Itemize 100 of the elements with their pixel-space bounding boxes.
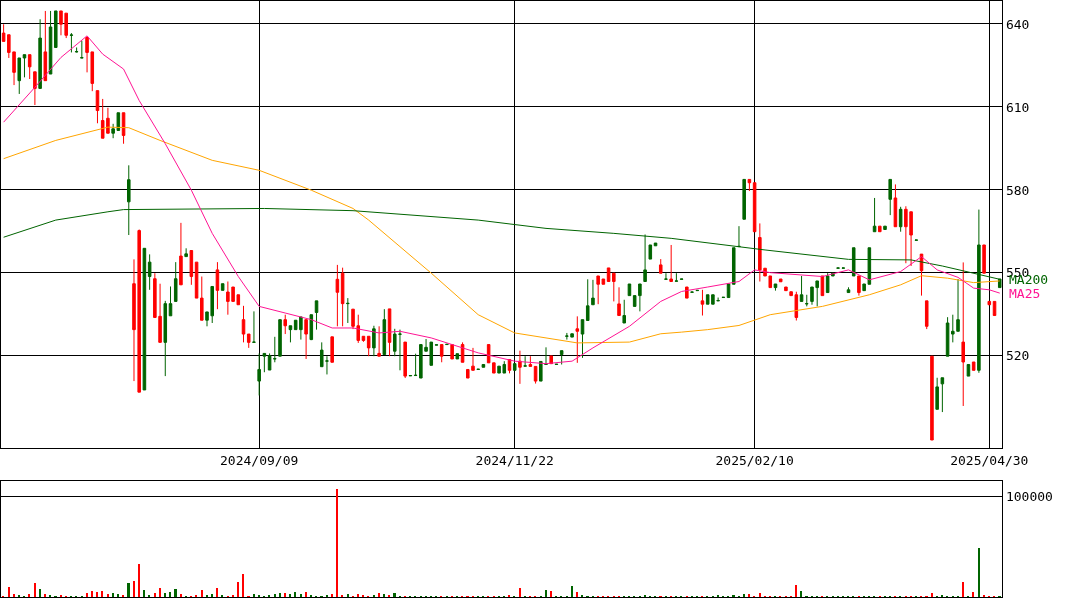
candlestick [147, 253, 152, 291]
bar [795, 584, 797, 598]
bar [242, 573, 244, 598]
candlestick [533, 365, 538, 385]
line-series [3, 35, 1001, 365]
candlestick [898, 206, 903, 233]
candlestick [142, 247, 147, 391]
candlestick [309, 314, 314, 341]
candlestick [372, 325, 376, 357]
candlestick [700, 289, 705, 317]
candlestick [262, 352, 267, 373]
candlestick [940, 377, 945, 413]
candlestick [669, 244, 673, 282]
candlestick [22, 54, 27, 78]
candlestick [382, 308, 387, 356]
y-tick-label: 520 [1005, 348, 1030, 364]
candlestick [17, 57, 22, 95]
candlestick [622, 299, 627, 324]
candlestick [220, 283, 225, 291]
candlestick [893, 183, 898, 228]
candlestick [346, 297, 350, 324]
candlestick [747, 178, 752, 192]
candlestick [585, 278, 590, 321]
candlestick [799, 275, 804, 302]
bar [305, 591, 307, 598]
candlestick [252, 310, 256, 343]
candlestick [27, 54, 32, 80]
bar [800, 590, 802, 598]
candlestick [559, 350, 564, 365]
candlestick [851, 247, 856, 277]
bar [576, 591, 578, 598]
candlestick [69, 32, 74, 53]
candlestick [481, 363, 486, 368]
bar [978, 547, 980, 598]
y-tick-label: 100000 [1005, 489, 1053, 505]
candlestick [163, 300, 168, 377]
candlestick [888, 178, 892, 216]
candlestick [43, 10, 48, 82]
candlestick [283, 314, 288, 335]
x-tick-label: 2024/09/09 [220, 452, 299, 468]
candlestick [74, 46, 79, 53]
bar [201, 589, 203, 598]
y-tick-label: 580 [1005, 182, 1030, 198]
candlestick [335, 264, 340, 327]
candlestick [340, 267, 345, 327]
bar [34, 582, 36, 598]
candlestick [664, 272, 668, 280]
candlestick [366, 335, 371, 357]
candlestick [304, 319, 308, 360]
candlestick [246, 333, 251, 349]
bar [143, 589, 145, 598]
candlestick [528, 355, 533, 367]
bar [571, 585, 573, 598]
candlestick [455, 353, 460, 360]
bar [39, 588, 41, 598]
candlestick [439, 344, 444, 363]
candlestick [742, 178, 746, 220]
candlestick [278, 319, 282, 357]
bar [545, 589, 547, 598]
bar [101, 590, 103, 598]
candlestick [450, 344, 454, 360]
bar [169, 591, 171, 598]
candlestick [987, 300, 992, 306]
candlestick [778, 278, 783, 283]
candlestick [518, 350, 522, 385]
bar [138, 563, 140, 598]
bar [519, 587, 521, 598]
x-tick-label: 2025/04/30 [950, 452, 1029, 468]
candlestick [617, 286, 621, 317]
bar [96, 591, 98, 598]
candlestick [403, 341, 407, 379]
bar [237, 581, 239, 598]
line-series [3, 126, 1001, 344]
candlestick [930, 355, 934, 441]
bar [216, 587, 218, 598]
candlestick [38, 18, 42, 89]
candlestick [580, 319, 585, 359]
series-label: MA25 [1009, 286, 1041, 301]
candlestick [314, 300, 319, 331]
bar [294, 591, 296, 598]
candlestick [658, 258, 663, 274]
bar [962, 581, 964, 598]
candlestick [752, 182, 757, 233]
candlestick [804, 294, 809, 307]
bar [133, 580, 135, 598]
candlestick [784, 286, 788, 292]
candlestick [924, 300, 929, 330]
candlestick [674, 272, 679, 282]
candlestick [257, 352, 261, 396]
candlestick [53, 10, 58, 48]
candlestick [189, 250, 194, 286]
candlestick [919, 253, 924, 297]
candlestick [935, 377, 939, 410]
candlestick [179, 222, 183, 286]
candlestick [591, 279, 595, 306]
candlestick [961, 261, 966, 407]
candlestick [95, 90, 100, 124]
candlestick [184, 247, 188, 258]
bar [127, 582, 130, 598]
bar [174, 588, 177, 598]
